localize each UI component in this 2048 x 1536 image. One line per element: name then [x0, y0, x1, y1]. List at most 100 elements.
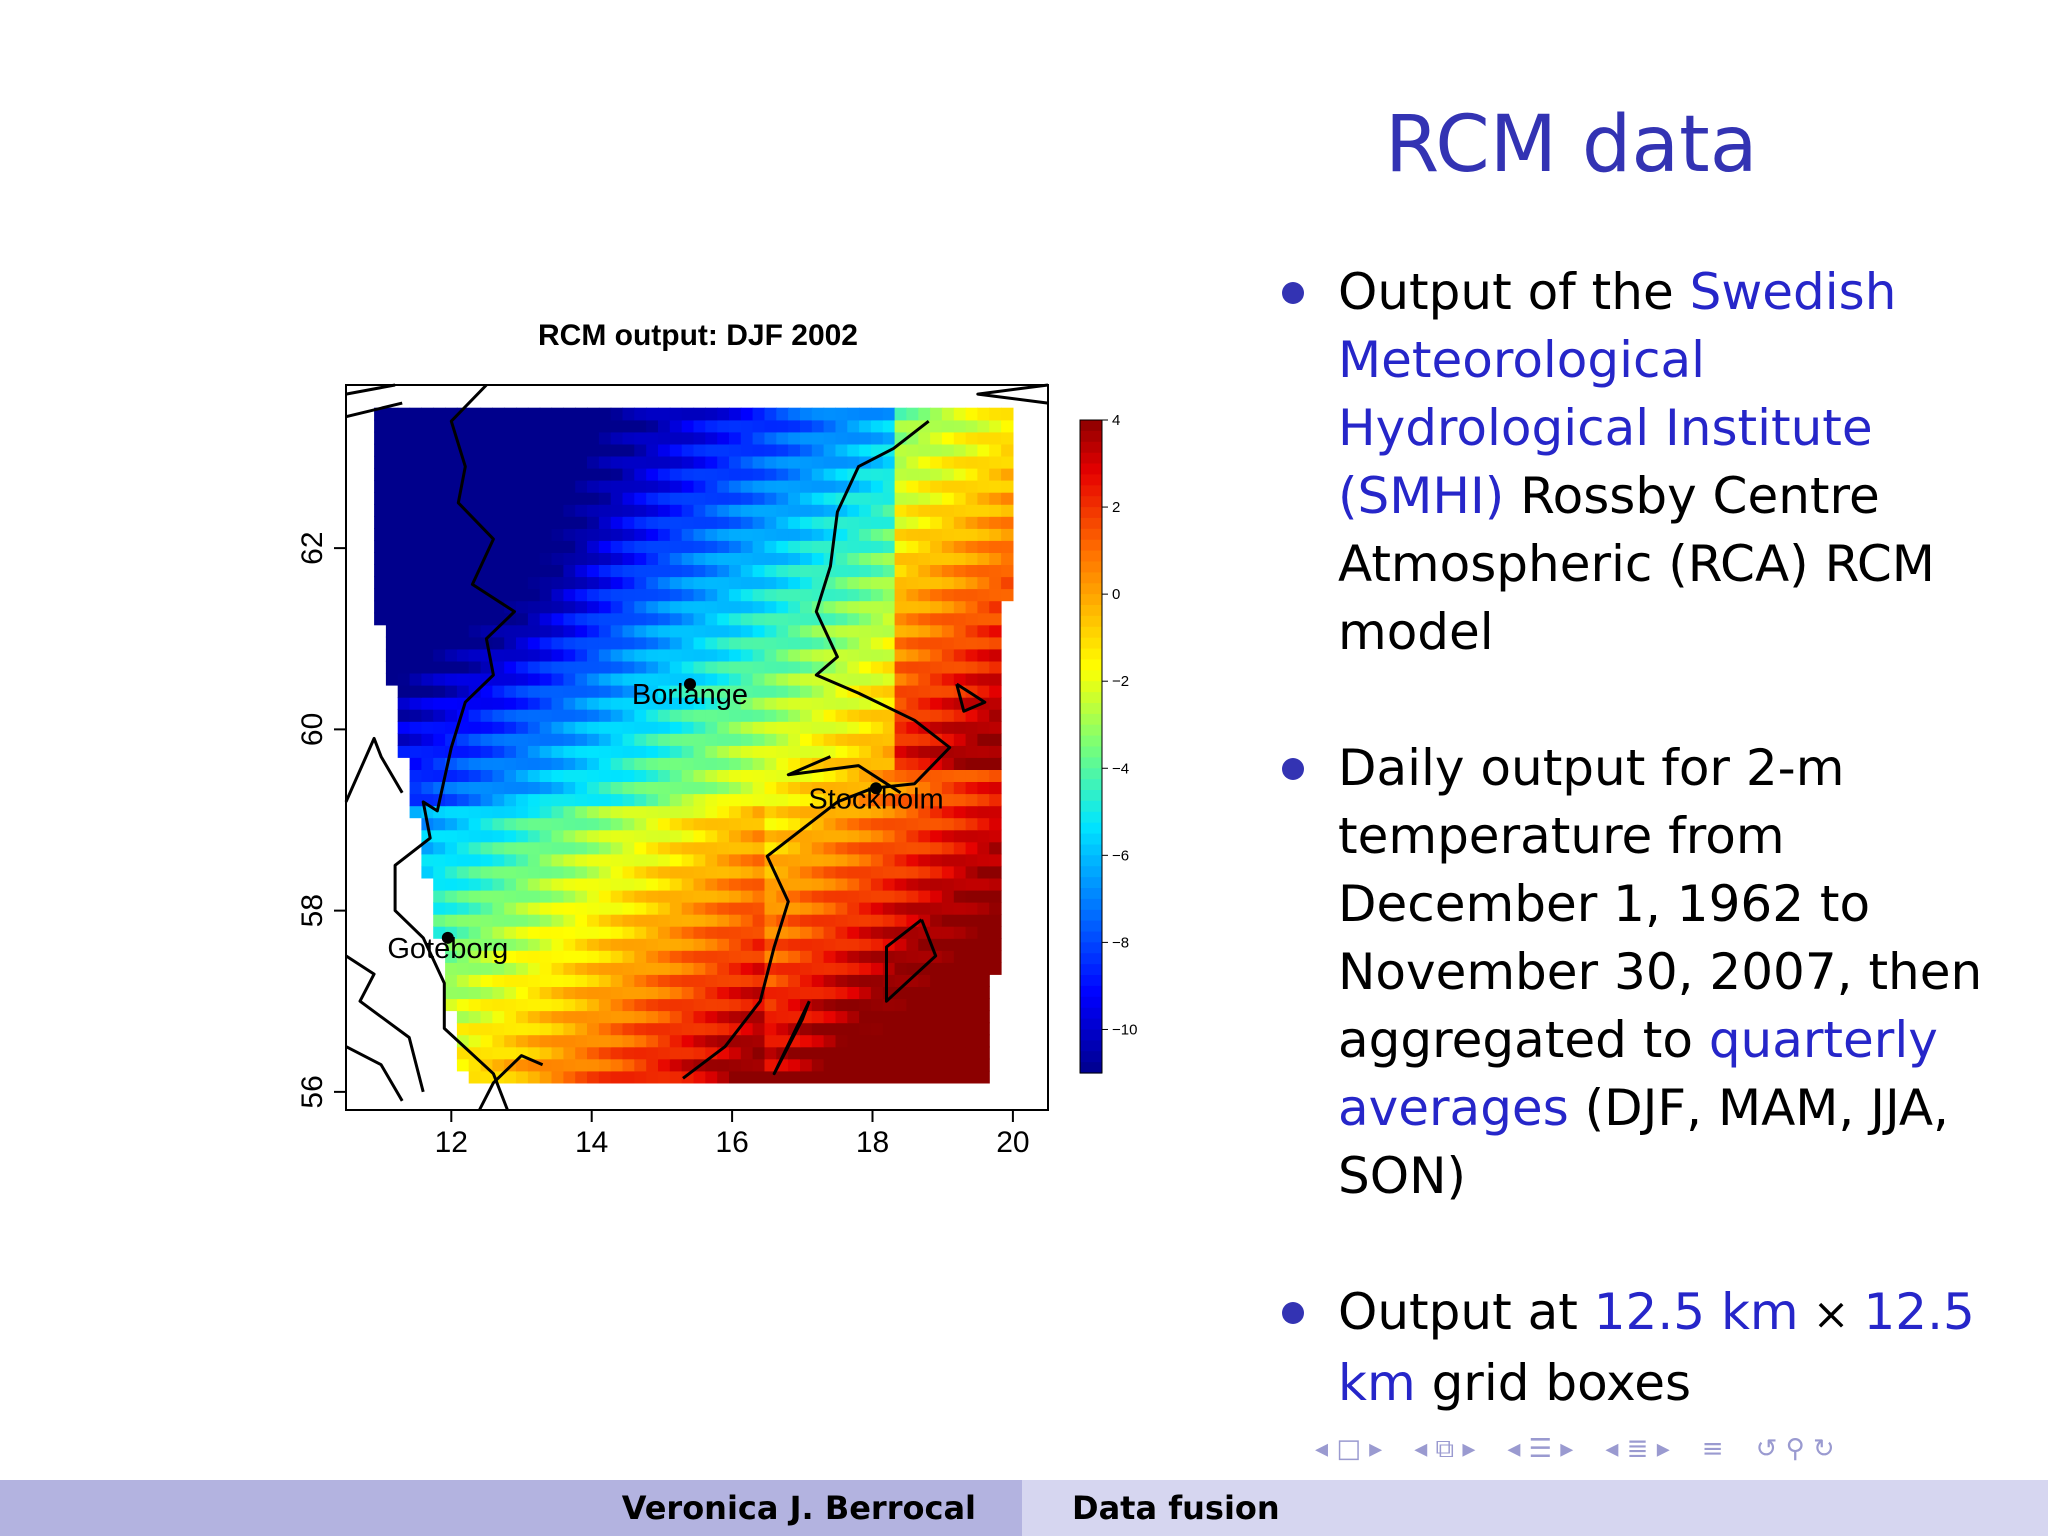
heatmap-cell — [433, 709, 446, 722]
heatmap-cell — [800, 950, 813, 963]
heatmap-cell — [941, 480, 955, 493]
heatmap-cell — [953, 492, 967, 505]
nav-search-icon[interactable]: ↺ ⚲ ↻ — [1755, 1434, 1835, 1464]
heatmap-cell — [610, 540, 624, 553]
heatmap-cell — [610, 672, 624, 686]
heatmap-cell — [882, 528, 896, 541]
heatmap-cell — [705, 938, 718, 951]
heatmap-cell — [918, 588, 931, 602]
heatmap-cell — [717, 528, 730, 541]
heatmap-cell — [551, 781, 564, 795]
heatmap-cell — [918, 757, 931, 770]
heatmap-cell — [480, 889, 493, 903]
nav-frame-icon[interactable]: ◂ □ ▸ — [1315, 1434, 1383, 1464]
colorbar-segment — [1080, 964, 1102, 976]
heatmap-cell — [610, 950, 624, 963]
heatmap-cell — [646, 564, 659, 578]
heatmap-cell — [693, 588, 706, 602]
heatmap-cell — [480, 769, 493, 782]
heatmap-cell — [847, 805, 860, 819]
heatmap-cell — [385, 576, 399, 590]
heatmap-cell — [811, 540, 825, 553]
heatmap-cell — [646, 733, 659, 746]
heatmap-cell — [989, 636, 1002, 650]
heatmap-cell — [764, 817, 777, 831]
heatmap-cell — [669, 1022, 683, 1036]
heatmap-cell — [397, 504, 411, 517]
heatmap-cell — [705, 564, 718, 578]
heatmap-cell — [717, 974, 730, 987]
heatmap-cell — [504, 516, 517, 529]
heatmap-cell — [729, 877, 742, 891]
heatmap-cell — [918, 865, 931, 879]
heatmap-cell — [764, 576, 777, 590]
heatmap-cell — [918, 914, 931, 927]
heatmap-cell — [953, 986, 967, 1000]
heatmap-cell — [551, 624, 564, 638]
heatmap-cell — [610, 805, 624, 819]
colorbar-tick-label: −2 — [1112, 673, 1129, 690]
heatmap-cell — [646, 697, 659, 710]
heatmap-cell — [693, 853, 706, 867]
heatmap-cell — [681, 721, 695, 734]
heatmap-cell — [764, 443, 777, 457]
heatmap-cell — [575, 431, 588, 445]
heatmap-cell — [906, 467, 919, 481]
heatmap-cell — [941, 552, 955, 565]
heatmap-cell — [847, 986, 860, 1000]
heatmap-cell — [941, 528, 955, 541]
heatmap-cell — [729, 480, 742, 493]
heatmap-cell — [835, 516, 848, 529]
heatmap-cell — [527, 817, 541, 831]
heatmap-cell — [445, 721, 458, 734]
heatmap-cell — [740, 877, 754, 891]
heatmap-cell — [882, 1034, 896, 1048]
heatmap-cell — [598, 974, 612, 987]
heatmap-cell — [918, 685, 931, 698]
heatmap-cell — [622, 1046, 635, 1060]
heatmap-cell — [693, 986, 706, 1000]
heatmap-cell — [717, 1010, 730, 1024]
heatmap-cell — [492, 745, 505, 758]
heatmap-cell — [953, 552, 967, 565]
heatmap-cell — [870, 612, 884, 626]
heatmap-cell — [421, 540, 434, 553]
heatmap-cell — [693, 817, 706, 831]
heatmap-cell — [894, 636, 907, 650]
nav-toc-icon[interactable]: ≡ — [1701, 1434, 1724, 1464]
heatmap-cell — [527, 407, 541, 421]
heatmap-cell — [941, 1070, 955, 1084]
heatmap-cell — [918, 564, 931, 578]
heatmap-cell — [527, 540, 541, 553]
heatmap-cell — [504, 504, 517, 517]
heatmap-cell — [977, 865, 990, 879]
heatmap-cell — [504, 636, 517, 650]
heatmap-cell — [658, 998, 671, 1012]
nav-subsection-icon[interactable]: ◂ ⧉ ▸ — [1414, 1433, 1476, 1464]
heatmap-cell — [681, 841, 695, 855]
nav-section-icon[interactable]: ◂ ☰ ▸ — [1507, 1434, 1574, 1464]
heatmap-cell — [870, 889, 884, 903]
heatmap-cell — [445, 914, 458, 927]
heatmap-cell — [492, 938, 505, 951]
heatmap-cell — [433, 902, 446, 915]
nav-document-icon[interactable]: ◂ ≣ ▸ — [1605, 1434, 1670, 1464]
heatmap-cell — [693, 793, 706, 807]
heatmap-cell — [634, 914, 647, 927]
heatmap-cell — [977, 902, 990, 915]
heatmap-cell — [776, 660, 789, 674]
heatmap-cell — [859, 865, 872, 879]
heatmap-cell — [492, 733, 505, 746]
heatmap-cell — [953, 455, 967, 469]
heatmap-cell — [539, 986, 553, 1000]
heatmap-cell — [764, 1058, 777, 1072]
heatmap-cell — [598, 516, 612, 529]
heatmap-cell — [977, 769, 990, 782]
heatmap-cell — [669, 938, 683, 951]
heatmap-cell — [504, 829, 517, 843]
heatmap-cell — [658, 552, 671, 565]
heatmap-cell — [800, 841, 813, 855]
heatmap-cell — [953, 793, 967, 807]
heatmap-cell — [480, 1010, 493, 1024]
heatmap-cell — [397, 660, 411, 674]
